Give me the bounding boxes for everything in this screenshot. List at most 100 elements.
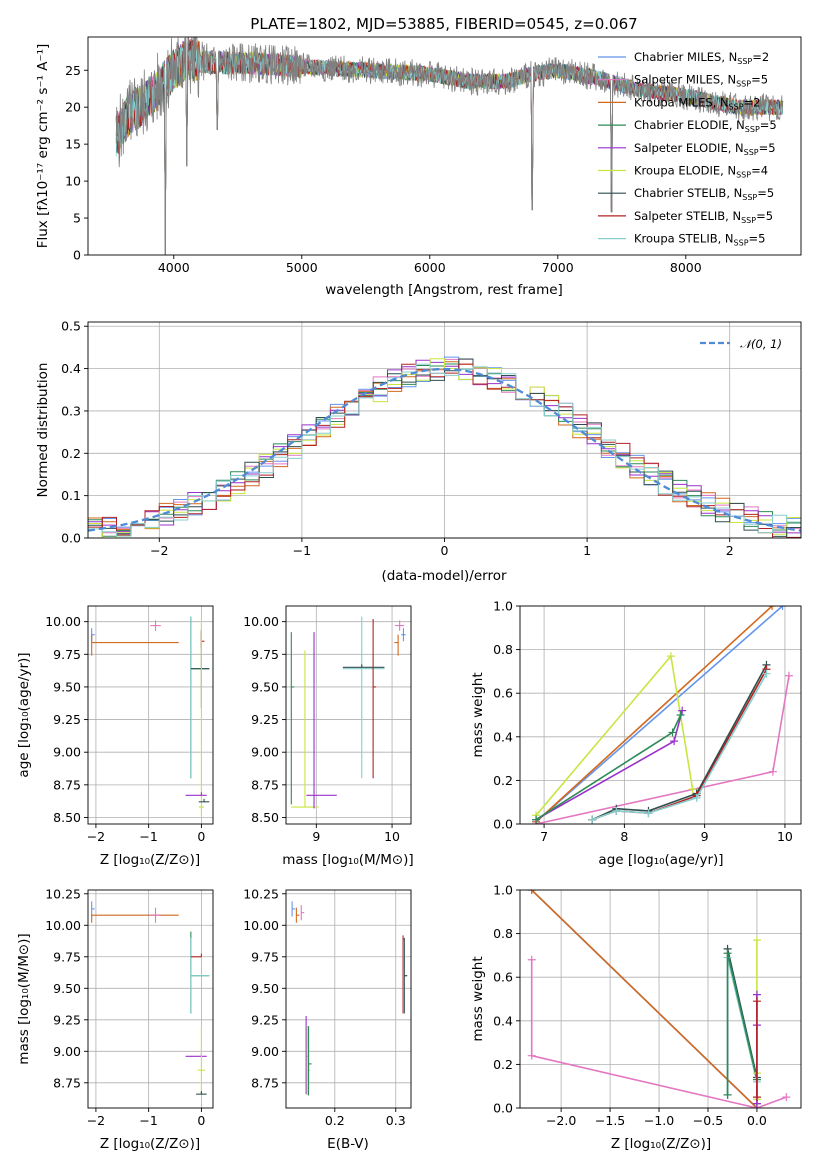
x-tick-label: −2	[150, 543, 168, 558]
weight-marker	[644, 809, 653, 818]
y-tick-label: 0.8	[493, 642, 513, 657]
x-tick-label: 8000	[670, 260, 702, 275]
residuals-panel: −2 −1 0 1 2 0.0 0.1 0.2 0.3 0.4 0.5 (data-model)/e…	[35, 319, 802, 584]
legend-subscript: SSP	[741, 216, 756, 225]
weight-series-line	[535, 606, 784, 823]
weight-marker	[532, 815, 541, 824]
y-tick-label: 10.25	[45, 886, 81, 901]
age-vs-z-panel: −2 −1 0 8.50 8.75 9.00 9.25 9.50 9.75 10.00 Z [lo…	[16, 605, 214, 868]
x-tick-label: −1	[139, 1113, 157, 1128]
legend-entry: Kroupa ELODIE, NSSP=4	[634, 164, 768, 180]
y-tick-label: 0.0	[61, 531, 81, 546]
weight-vs-z-panel: −2.0 −1.5 −1.0 −0.5 0.0 0.0 0.2 0.4 0.6 0.8 1.0 Z …	[470, 883, 802, 1152]
errorbar-point	[342, 664, 385, 668]
weight-marker	[784, 671, 793, 680]
x-tick-label: 1	[583, 543, 591, 558]
y-tick-label: 10.25	[243, 886, 279, 901]
weight-series-line	[535, 606, 773, 823]
x-tick-label: 5000	[286, 260, 318, 275]
observed-spectrum-line	[115, 37, 784, 255]
normal-reference-curve	[88, 367, 801, 532]
y-tick-label: 0	[73, 248, 81, 263]
x-tick-label: 0	[197, 829, 205, 844]
age-vs-z-x-label: Z [log₁₀(Z/Z⊙)]	[100, 852, 200, 868]
legend-subscript: SSP	[736, 80, 751, 89]
weight-marker	[688, 785, 697, 794]
age-vs-mass-panel: 9 10 8.50 8.75 9.00 9.25 9.50 9.75 10.00 mass [l…	[243, 605, 414, 868]
weight-series-line	[530, 959, 787, 1108]
errorbar-point	[395, 620, 405, 631]
y-tick-label: 0.0	[493, 817, 513, 832]
residuals-legend: 𝒩(0, 1)	[700, 337, 782, 351]
x-tick-label: 10	[777, 829, 793, 844]
y-tick-label: 10.00	[45, 918, 81, 933]
spectrum-panel: 4000 5000 6000 7000 8000 0 5 10 15 20 25 PLATE=180…	[35, 15, 802, 298]
y-tick-label: 9.00	[251, 1044, 279, 1059]
x-tick-label: 2	[726, 543, 734, 558]
weight-marker	[752, 1093, 761, 1102]
weight-vs-age-x-label: age [log₁₀(age/yr)]	[598, 852, 723, 868]
weight-vs-z-frame	[519, 889, 802, 1109]
weight-vs-age-panel: 7 8 9 10 0.0 0.2 0.4 0.6 0.8 1.0 age [log₁₀(age/y…	[470, 599, 802, 868]
legend-subscript: SSP	[736, 171, 751, 180]
y-tick-label: 0.4	[493, 1013, 513, 1028]
x-tick-label: −1	[293, 543, 311, 558]
x-tick-label: 8	[620, 829, 628, 844]
mass-vs-z-panel: −2 −1 0 8.75 9.00 9.25 9.50 9.75 10.00 10.25 Z [l…	[16, 886, 214, 1152]
weight-marker	[778, 606, 787, 610]
weight-marker	[588, 815, 597, 824]
errorbar-point	[190, 937, 210, 1014]
y-tick-label: 9.25	[53, 712, 81, 727]
residuals-x-label: (data-model)/error	[381, 568, 507, 584]
y-tick-label: 9.00	[251, 745, 279, 760]
legend-entry: Kroupa STELIB, NSSP=5	[634, 232, 765, 248]
errorbar-point	[295, 907, 300, 923]
errorbar-point	[403, 937, 408, 1014]
errorbar-point	[150, 907, 161, 923]
legend-nssp: =4	[751, 164, 768, 178]
y-tick-label: 10.00	[243, 614, 279, 629]
errorbar-point	[394, 634, 399, 656]
weight-marker	[723, 949, 732, 958]
weight-vs-z-y-label: mass weight	[470, 956, 486, 1041]
legend-entry: Chabrier MILES, NSSP=2	[634, 50, 769, 66]
mass-vs-z-y-label: mass [log₁₀(M/M⊙)]	[16, 933, 32, 1064]
x-tick-label: −2	[87, 1113, 105, 1128]
x-tick-label: 0	[197, 1113, 205, 1128]
spectrum-x-label: wavelength [Angstrom, rest frame]	[325, 282, 563, 298]
y-tick-label: 9.25	[251, 712, 279, 727]
y-tick-label: 0.0	[493, 1101, 513, 1116]
x-tick-label: −1.0	[644, 1113, 674, 1128]
x-tick-label: −1	[139, 829, 157, 844]
legend-entry: Salpeter STELIB, NSSP=5	[634, 209, 773, 225]
y-tick-label: 9.50	[251, 981, 279, 996]
legend-subscript: SSP	[729, 102, 744, 111]
weight-marker	[768, 767, 777, 776]
errorbar-point	[150, 620, 161, 631]
errorbar-point	[300, 905, 305, 921]
weight-vs-z-x-label: Z [log₁₀(Z/Z⊙)]	[611, 1136, 711, 1152]
weight-marker	[666, 652, 675, 661]
y-tick-label: 20	[65, 100, 81, 115]
y-tick-label: 9.25	[53, 1012, 81, 1027]
x-tick-label: 7	[540, 829, 548, 844]
y-tick-label: 0.2	[493, 773, 513, 788]
legend-nssp: =5	[759, 141, 776, 155]
errorbar-point	[401, 628, 406, 642]
x-tick-label: 9	[701, 829, 709, 844]
weight-marker	[612, 806, 621, 815]
y-tick-label: 9.75	[251, 647, 279, 662]
weight-marker	[762, 669, 771, 678]
y-tick-label: 8.50	[53, 810, 81, 825]
y-tick-label: 0.2	[61, 446, 81, 461]
y-tick-label: 9.00	[53, 1044, 81, 1059]
legend-nssp: =2	[752, 50, 769, 64]
errorbar-point	[190, 953, 202, 958]
y-tick-label: 0.4	[493, 729, 513, 744]
x-tick-label: 10	[384, 829, 400, 844]
errorbar-point	[308, 1026, 312, 1096]
errorbar-point	[91, 914, 179, 923]
x-tick-label: −1.5	[595, 1113, 625, 1128]
errorbar-point	[291, 901, 296, 917]
